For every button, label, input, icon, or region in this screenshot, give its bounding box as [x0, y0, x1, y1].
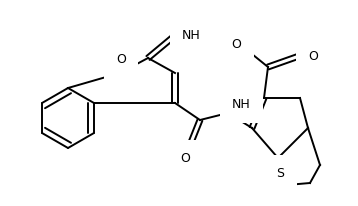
Text: O: O	[308, 49, 318, 62]
Text: NH: NH	[232, 97, 251, 110]
Text: O: O	[180, 152, 190, 165]
Text: NH: NH	[182, 28, 201, 41]
Text: S: S	[276, 167, 284, 180]
Text: O: O	[116, 53, 126, 66]
Text: O: O	[231, 37, 241, 50]
